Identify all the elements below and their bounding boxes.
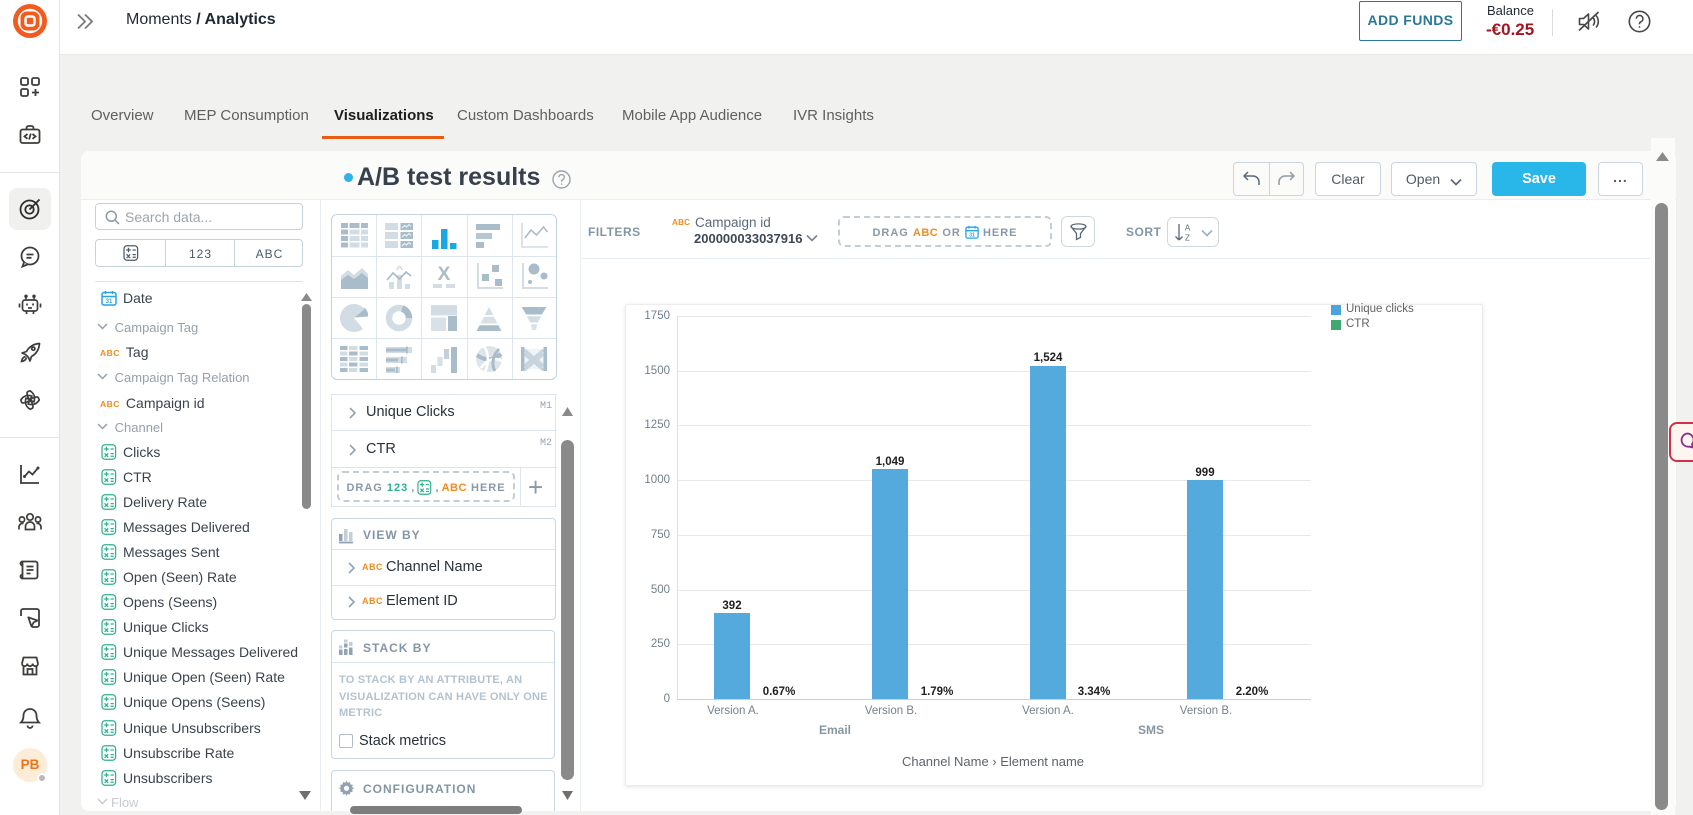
svg-text:31: 31 xyxy=(969,232,975,238)
svg-text:31: 31 xyxy=(106,299,113,305)
svg-text:A: A xyxy=(1185,224,1191,233)
svg-text:Z: Z xyxy=(1185,234,1190,243)
svg-text:X: X xyxy=(438,264,451,285)
